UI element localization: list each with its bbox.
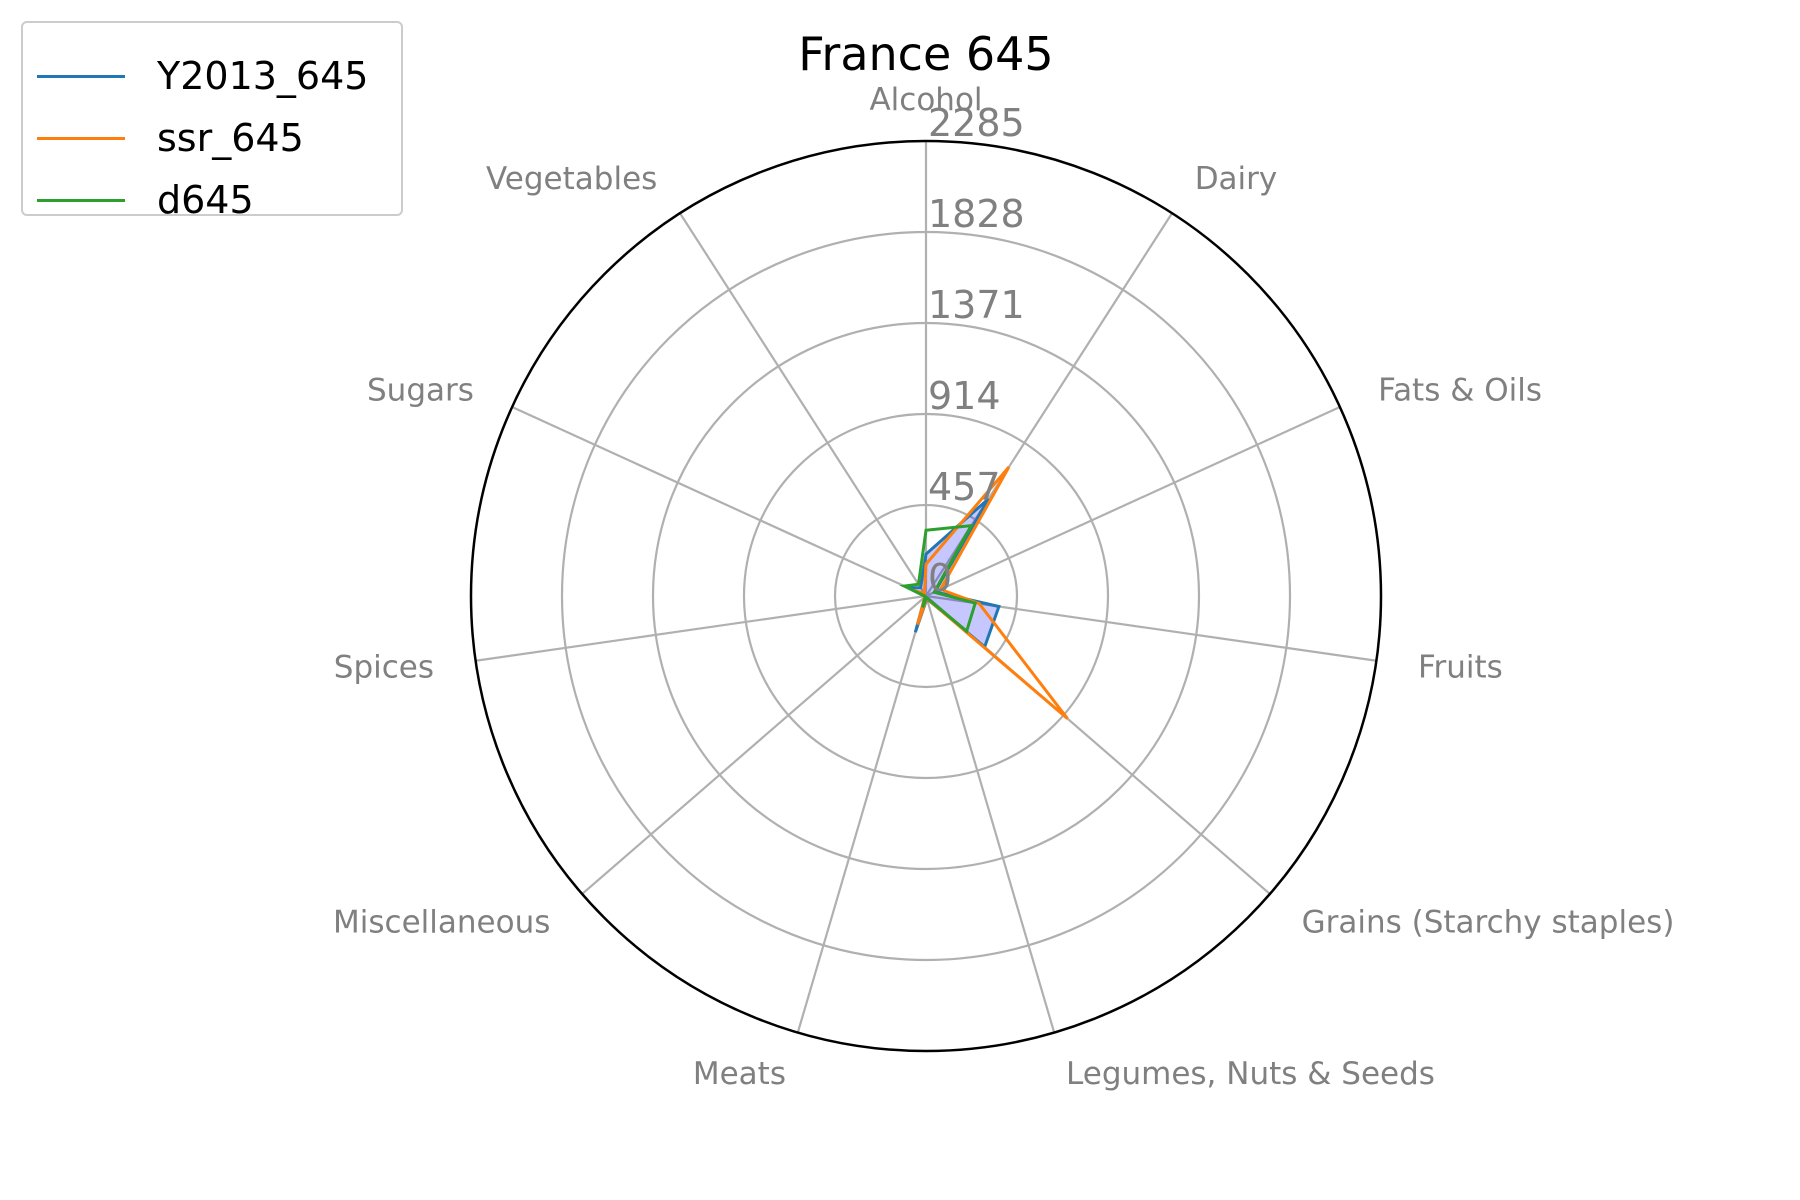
radial-tick-label: 1371 [928,283,1025,327]
radial-tick-label: 914 [928,374,1001,418]
series-line [899,523,978,634]
legend-item-d645: d645 [37,178,254,222]
series-lines [899,466,1069,720]
category-label: Miscellaneous [333,904,550,940]
grid-spoke [796,595,928,1033]
category-label: Fruits [1418,650,1503,686]
legend-item-y2013: Y2013_645 [37,54,369,98]
legend-swatch [37,74,125,78]
radial-tick-labels: 0 457 914 1371 1828 2285 [928,101,1025,600]
legend-swatch [37,136,125,140]
grid-spoke [679,212,927,597]
grid-spoke [925,405,1341,598]
legend-label: Y2013_645 [157,54,369,98]
grid-spoke [581,595,927,895]
category-label: Sugars [367,373,474,409]
grid-spoke [475,594,927,662]
category-label: Vegetables [486,161,657,197]
radial-tick-label: 457 [928,465,1001,509]
series-fill [907,498,999,647]
radial-tick-label: 0 [928,556,952,600]
legend-item-ssr: ssr_645 [37,116,304,160]
category-labels: Alcohol Dairy Fats & Oils Fruits Grains (Sta… [333,82,1674,1092]
grid-spoke [925,594,1377,662]
series-fill-area [907,498,999,647]
category-label: Alcohol [869,82,982,118]
category-label: Dairy [1195,161,1278,197]
category-label: Meats [693,1056,786,1092]
category-label: Fats & Oils [1378,373,1542,409]
legend-label: d645 [157,178,254,222]
radial-tick-label: 1828 [928,192,1025,236]
polar-frame [469,139,1383,1053]
category-label: Grains (Starchy staples) [1302,904,1675,940]
legend-label: ssr_645 [157,116,304,160]
category-label: Legumes, Nuts & Seeds [1066,1056,1435,1092]
legend-swatch [37,198,125,202]
grid-spoke [924,595,1056,1033]
radial-tick-label: 2285 [928,101,1025,145]
category-label: Spices [334,650,434,686]
legend: Y2013_645 ssr_645 d645 [21,21,403,222]
chart-title: France 645 [798,27,1053,81]
grid-spoke [511,405,927,598]
